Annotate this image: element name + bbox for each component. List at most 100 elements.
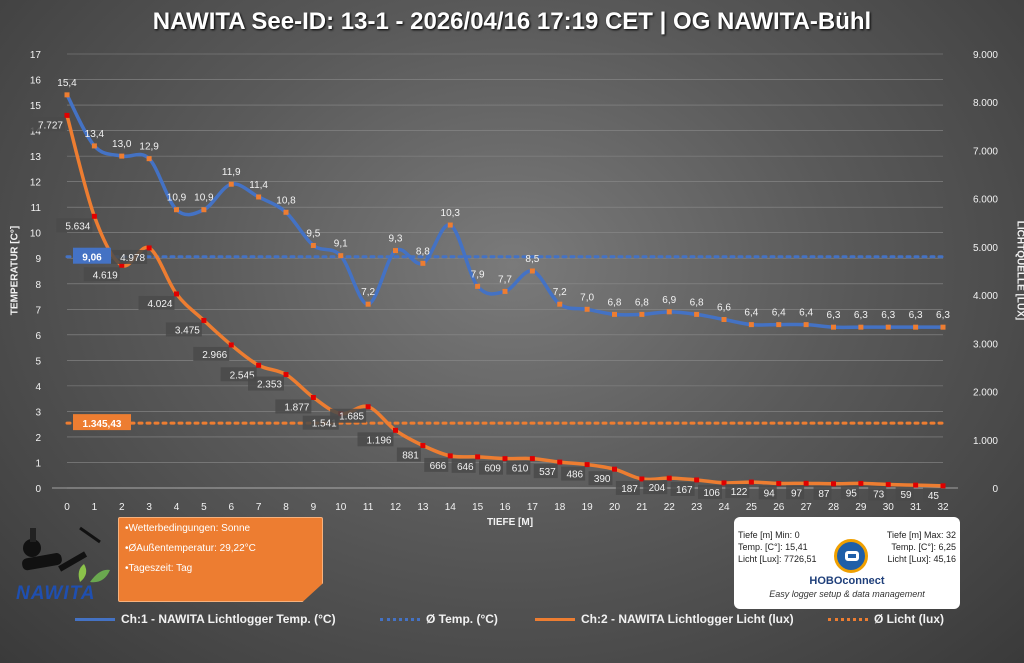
x-tick-label: 14 [445,502,457,513]
temp-data-label: 6,8 [635,297,649,308]
temp-data-label: 6,6 [717,303,731,314]
temp-point [913,324,919,330]
light-data-label: 1.196 [366,435,391,446]
temp-point [91,143,97,149]
y-left-tick-label: 11 [31,203,42,214]
light-label-box [506,460,531,475]
x-tick-label: 10 [335,502,347,513]
x-tick-label: 30 [883,502,895,513]
avg-temp-label-box [73,247,111,264]
temp-data-label: 8,5 [525,254,539,265]
temp-data-label: 6,8 [690,297,704,308]
light-label-box [83,267,120,282]
temp-point [557,301,563,307]
time-of-day: •Tageszeit: Tag [125,563,193,574]
temp-data-label: 10,9 [167,193,187,204]
light-point [119,262,125,268]
light-label-box [533,464,558,479]
light-point [831,481,836,487]
y-left-tick-label: 6 [35,331,41,342]
light-point [529,456,535,462]
x-tick-label: 26 [773,502,785,513]
y-left-tick-label: 5 [35,356,41,367]
chart-legend: Ch:1 - NAWITA Lichtlogger Temp. (°C) Ø T… [0,612,1024,628]
light-label-box [302,415,339,430]
temp-data-label: 6,4 [799,308,813,319]
light-data-label: 5.634 [65,221,90,232]
light-data-label: 87 [818,489,830,500]
light-point [885,481,891,487]
x-tick-label: 5 [201,502,207,513]
legend-label: Ø Temp. (°C) [426,612,498,626]
light-label-box [111,249,148,264]
light-label-box [165,322,202,337]
light-data-label: 95 [846,488,858,499]
x-tick-label: 31 [910,502,922,513]
light-label-box [248,376,284,391]
light-point [420,443,426,449]
x-tick-label: 6 [228,502,234,513]
light-point [310,394,316,400]
x-tick-label: 3 [146,502,152,513]
nawita-diver-logo [22,526,110,583]
x-tick-label: 9 [311,502,317,513]
max-depth: Tiefe [m] Max: 32 [886,530,956,540]
temp-data-label: 6,4 [772,308,786,319]
temp-point [365,301,371,307]
light-point [393,427,398,433]
temp-data-label: 10,8 [276,195,296,206]
x-tick-label: 29 [855,502,867,513]
legend-avg-light-line-icon [828,617,868,621]
light-label-box [923,487,941,502]
min-temp: Temp. [C°]: 15,41 [738,542,808,552]
y-right-tick-label: 8.000 [973,98,998,109]
temp-point [639,311,645,317]
light-data-label: 4.978 [120,253,145,264]
light-label-box [396,447,421,462]
temp-point [940,324,946,330]
light-data-label: 1.541 [312,419,337,430]
y-left-tick-label: 3 [35,407,41,418]
y-right-tick-label: 9.000 [973,50,998,61]
temp-data-label: 13,4 [85,129,105,140]
light-point [776,480,782,486]
light-point [475,454,481,460]
temp-point [584,306,590,312]
avg-light-label: 1.345,43 [83,419,122,430]
temp-point [502,288,508,294]
legend-label: Ø Licht (lux) [874,612,944,626]
x-tick-label: 22 [664,502,676,513]
light-point [913,482,919,488]
light-label-box [479,460,503,475]
legend-light-line-icon [535,617,575,621]
temp-data-label: 6,3 [827,310,841,321]
light-label-box [56,218,93,233]
light-data-label: 2.966 [202,350,227,361]
min-values: Tiefe [m] Min: 0 Temp. [C°]: 15,41 Licht… [738,529,817,565]
temp-point [174,207,179,213]
light-point [174,291,179,297]
light-label-box [357,432,394,447]
temp-point [310,242,316,248]
temp-data-label: 8,8 [416,246,430,257]
max-temp: Temp. [C°]: 6,25 [891,542,956,552]
temp-data-label: 6,8 [608,297,622,308]
x-tick-label: 20 [609,502,621,513]
temp-data-label: 15,4 [57,78,77,89]
y-left-tick-label: 7 [35,305,41,316]
temp-point [475,283,481,289]
y-right-tick-label: 2.000 [973,388,998,399]
light-label-box [220,367,257,382]
light-label-box [193,346,230,361]
conditions-box: •Wetterbedingungen: Sonne •ØAußentempera… [118,517,323,602]
temp-data-label: 9,5 [306,228,320,239]
light-point [858,480,864,486]
weather-condition: •Wetterbedingungen: Sonne [125,523,251,534]
temp-data-label: 7,7 [498,274,512,285]
temp-data-label: 6,4 [744,308,758,319]
y-axis-right-label: LICHTQUELLE [LUX] [1014,220,1024,321]
light-point [748,479,754,485]
avg-light-label-box [73,414,131,431]
legend-item-avg-temp: Ø Temp. (°C) [380,612,498,626]
